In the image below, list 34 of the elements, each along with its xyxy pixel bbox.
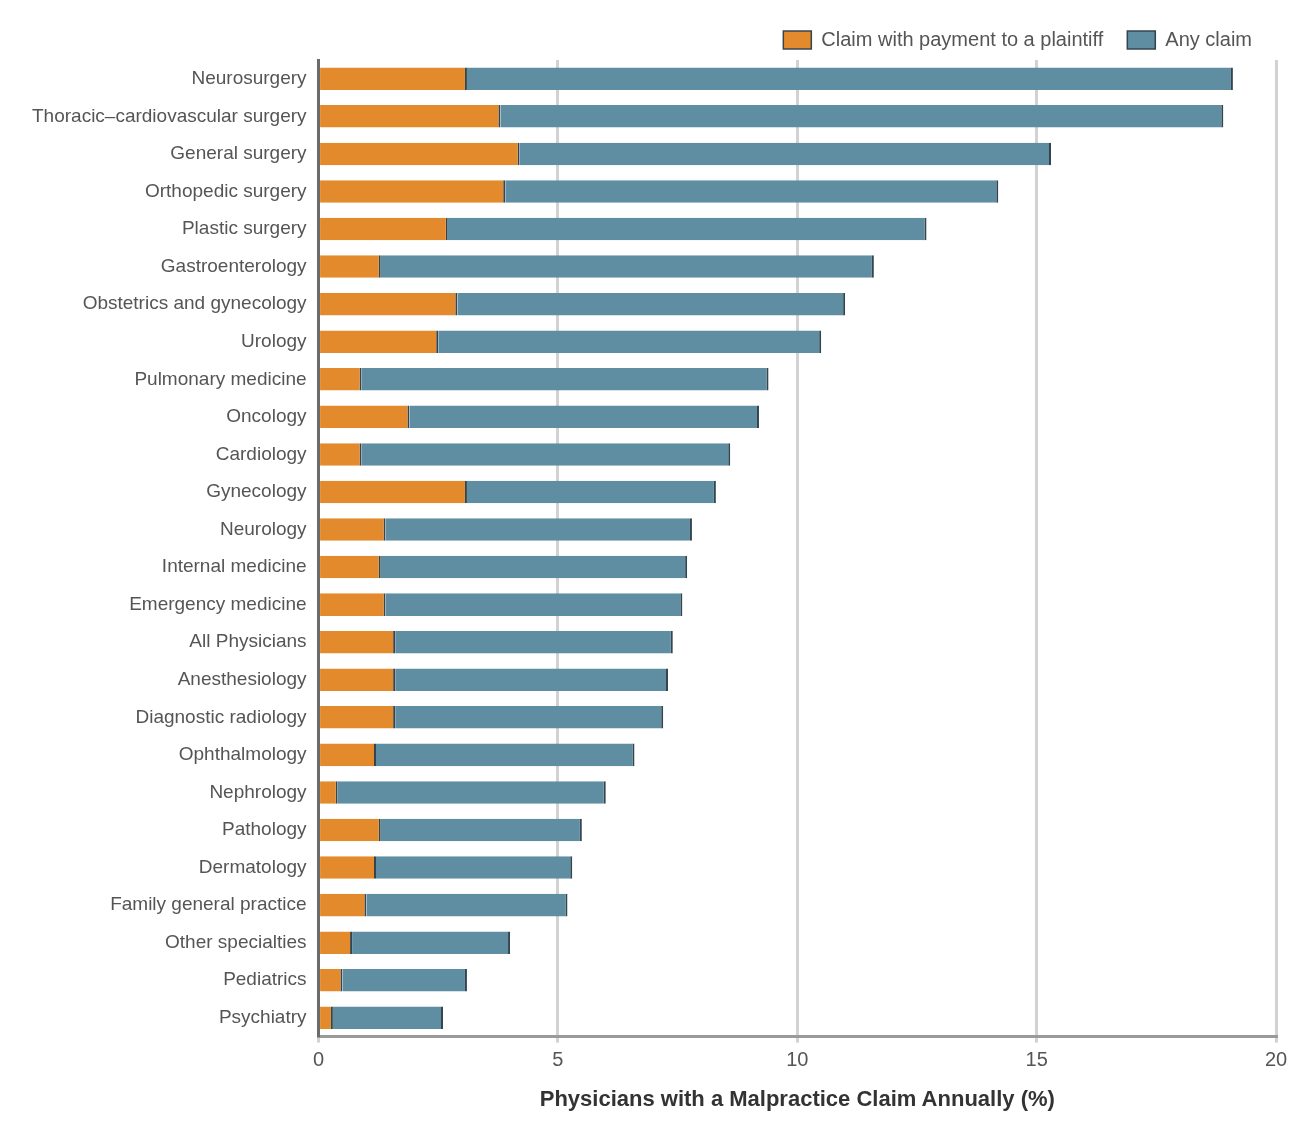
y-tick-label: Gynecology xyxy=(206,480,308,502)
y-tick-label: Anesthesiology xyxy=(177,668,308,689)
y-tick-label: Thoracic–cardiovascular surgery xyxy=(31,104,308,126)
x-tick-label: 5 xyxy=(552,1048,564,1071)
y-tick-label: Pediatrics xyxy=(223,968,307,990)
y-tick-label: Neurosurgery xyxy=(191,67,308,89)
legend-label: Claim with payment to a plaintiff xyxy=(821,27,1104,50)
y-tick-label: General surgery xyxy=(170,142,308,164)
x-tick-label: 15 xyxy=(1025,1048,1048,1071)
y-tick-label: Pathology xyxy=(222,818,308,840)
legend-label: Any claim xyxy=(1165,27,1253,50)
y-tick-label: Other specialties xyxy=(165,930,307,952)
y-tick-label: Emergency medicine xyxy=(129,592,307,614)
y-tick-label: Orthopedic surgery xyxy=(144,179,308,201)
y-tick-label: Cardiology xyxy=(215,442,308,464)
y-tick-label: Pulmonary medicine xyxy=(134,367,307,389)
y-tick-label: Urology xyxy=(241,329,308,351)
y-tick-label: Neurology xyxy=(219,517,308,539)
y-tick-label: All Physicians xyxy=(189,630,307,652)
y-tick-label: Ophthalmology xyxy=(178,743,308,765)
x-tick-label: 20 xyxy=(1264,1048,1288,1071)
y-tick-label: Gastroenterology xyxy=(160,254,308,276)
x-axis-title: Physicians with a Malpractice Claim Annually (%) xyxy=(539,1085,1055,1111)
y-tick-label: Internal medicine xyxy=(161,555,307,577)
x-tick-label: 0 xyxy=(312,1048,325,1071)
y-tick-label: Diagnostic radiology xyxy=(135,705,308,727)
x-tick-label: 10 xyxy=(786,1048,809,1071)
y-tick-label: Nephrology xyxy=(209,780,308,802)
y-tick-label: Psychiatry xyxy=(218,1006,308,1028)
y-tick-label: Dermatology xyxy=(198,855,308,877)
y-tick-label: Plastic surgery xyxy=(181,217,308,239)
y-tick-label: Oncology xyxy=(226,405,308,427)
y-tick-label: Family general practice xyxy=(110,893,307,915)
y-tick-label: Obstetrics and gynecology xyxy=(82,292,308,314)
